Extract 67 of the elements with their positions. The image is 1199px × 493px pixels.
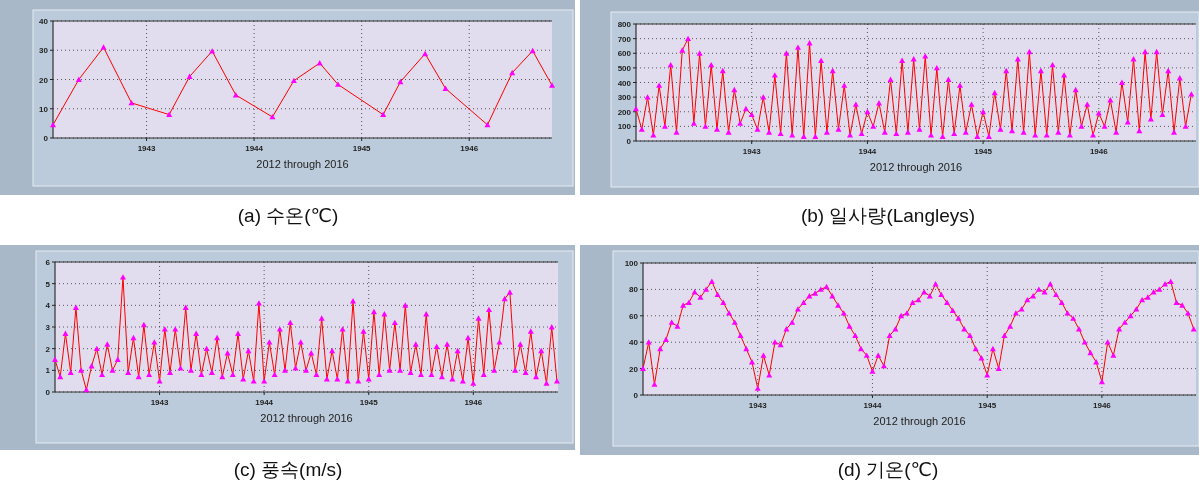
y-tick-label: 400 [617, 78, 632, 88]
x-tick-label: 1943 [150, 398, 170, 407]
text: (a) 수온(℃) [237, 205, 339, 226]
point [529, 47, 536, 54]
x-tick-label: 1945 [974, 147, 993, 156]
y-tick-label: 80 [629, 285, 639, 295]
point [442, 85, 449, 91]
point [509, 69, 516, 76]
y-tick-label: 0 [633, 391, 639, 400]
y-tick-label: 40 [39, 17, 49, 26]
point [549, 82, 555, 88]
x-tick-label: 1946 [460, 144, 479, 153]
x-tick-label: 1944 [858, 147, 877, 156]
y-tick-label: 6 [45, 258, 51, 267]
x-tick-label: 1946 [1089, 147, 1109, 156]
y-tick-label: 800 [617, 20, 632, 29]
y-tick-label: 600 [617, 49, 632, 59]
y-tick-label: 700 [617, 34, 632, 44]
y-tick-label: 20 [39, 75, 49, 85]
point [334, 81, 341, 87]
y-tick-label: 4 [45, 301, 51, 311]
x-tick-label: 1946 [1093, 401, 1112, 410]
x-tick-label: 1943 [742, 147, 762, 156]
y-tick-label: 0 [626, 137, 632, 146]
y-tick-label: 5 [45, 279, 51, 289]
x-axis-title: 2012 through 2016 [256, 158, 349, 170]
point [209, 48, 216, 54]
point [422, 50, 429, 57]
y-tick-label: 10 [39, 104, 49, 114]
x-tick-label: 1943 [137, 144, 157, 153]
y-tick-label: 100 [624, 259, 639, 268]
x-tick-label: 1944 [863, 401, 882, 410]
x-tick-label: 1945 [359, 398, 379, 407]
x-axis-title: 2012 through 2016 [869, 161, 963, 173]
text: (c) 풍속(m/s) [233, 459, 343, 480]
y-tick-label: 40 [629, 338, 639, 348]
y-tick-label: 60 [629, 311, 639, 321]
x-axis-title: 2012 through 2016 [260, 412, 353, 424]
y-tick-label: 0 [45, 388, 51, 397]
point [75, 76, 82, 82]
y-tick-label: 100 [617, 122, 632, 132]
point [100, 44, 107, 50]
y-tick-label: 1 [45, 366, 51, 376]
point [290, 77, 297, 84]
point [380, 111, 387, 117]
x-tick-label: 1945 [352, 144, 372, 153]
x-tick-label: 1946 [464, 398, 483, 407]
x-axis-title: 2012 through 2016 [873, 415, 966, 427]
point [186, 73, 193, 79]
x-tick-label: 1943 [748, 401, 768, 410]
x-tick-label: 1945 [978, 401, 997, 410]
point [397, 78, 404, 85]
y-tick-label: 200 [617, 107, 632, 117]
point [166, 111, 173, 117]
y-tick-label: 20 [629, 364, 639, 374]
y-tick-label: 30 [39, 46, 49, 56]
y-tick-label: 3 [45, 323, 51, 332]
y-tick-label: 500 [617, 63, 632, 73]
x-tick-label: 1944 [245, 144, 264, 153]
x-tick-label: 1944 [255, 398, 274, 407]
text: (b) 일사량(Langleys) [800, 205, 976, 226]
y-tick-label: 300 [617, 93, 632, 103]
text: (d) 기온(℃) [837, 459, 939, 480]
point [316, 60, 323, 66]
y-tick-label: 0 [43, 134, 49, 143]
point [269, 113, 276, 120]
y-tick-label: 2 [45, 344, 51, 354]
